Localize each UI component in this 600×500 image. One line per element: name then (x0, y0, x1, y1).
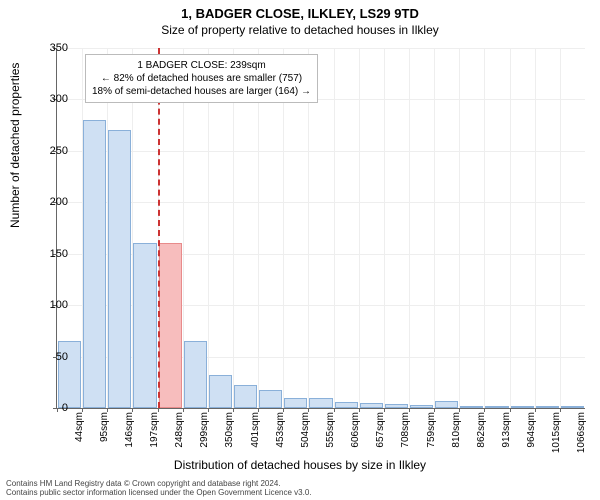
ytick-label: 50 (28, 351, 68, 363)
xtick-mark (560, 408, 561, 412)
bar (460, 406, 483, 408)
xtick-label: 606sqm (350, 412, 361, 448)
xtick-label: 95sqm (99, 412, 110, 442)
xtick-label: 913sqm (501, 412, 512, 448)
xtick-mark (484, 408, 485, 412)
xtick-label: 862sqm (476, 412, 487, 448)
bar (435, 401, 458, 408)
xtick-label: 1015sqm (551, 412, 562, 453)
xtick-label: 401sqm (250, 412, 261, 448)
gridline-vertical (484, 48, 485, 408)
bar (511, 406, 534, 408)
bar (536, 406, 559, 408)
xtick-label: 657sqm (375, 412, 386, 448)
xtick-mark (510, 408, 511, 412)
gridline-vertical (510, 48, 511, 408)
xtick-mark (434, 408, 435, 412)
bar (209, 375, 232, 408)
xtick-mark (183, 408, 184, 412)
gridline-horizontal (57, 48, 585, 49)
bar (309, 398, 332, 408)
bar (360, 403, 383, 408)
gridline-vertical (384, 48, 385, 408)
xtick-label: 810sqm (451, 412, 462, 448)
bar (410, 405, 433, 408)
bar (83, 120, 106, 408)
title-main: 1, BADGER CLOSE, ILKLEY, LS29 9TD (0, 0, 600, 21)
title-sub: Size of property relative to detached ho… (0, 21, 600, 37)
xtick-mark (82, 408, 83, 412)
xtick-label: 299sqm (199, 412, 210, 448)
xtick-label: 759sqm (426, 412, 437, 448)
xtick-mark (334, 408, 335, 412)
xtick-mark (107, 408, 108, 412)
gridline-horizontal (57, 202, 585, 203)
bar (485, 406, 508, 408)
bar (284, 398, 307, 408)
bar (234, 385, 257, 408)
xtick-mark (459, 408, 460, 412)
footer-line-2: Contains public sector information licen… (6, 488, 312, 498)
gridline-vertical (560, 48, 561, 408)
gridline-vertical (409, 48, 410, 408)
bar-highlight (159, 243, 182, 408)
xtick-mark (308, 408, 309, 412)
footer-line-1: Contains HM Land Registry data © Crown c… (6, 479, 312, 489)
xtick-mark (359, 408, 360, 412)
footer-attribution: Contains HM Land Registry data © Crown c… (6, 479, 312, 498)
xtick-label: 146sqm (124, 412, 135, 448)
xtick-mark (132, 408, 133, 412)
annotation-line-1: 1 BADGER CLOSE: 239sqm (92, 59, 311, 72)
gridline-vertical (459, 48, 460, 408)
y-axis-label: Number of detached properties (8, 63, 22, 228)
xtick-mark (283, 408, 284, 412)
bar (133, 243, 156, 408)
xtick-label: 504sqm (300, 412, 311, 448)
gridline-vertical (434, 48, 435, 408)
xtick-label: 197sqm (149, 412, 160, 448)
gridline-vertical (535, 48, 536, 408)
bar (385, 404, 408, 408)
xtick-label: 708sqm (400, 412, 411, 448)
gridline-horizontal (57, 151, 585, 152)
xtick-mark (233, 408, 234, 412)
xtick-label: 44sqm (74, 412, 85, 442)
bar (335, 402, 358, 408)
xtick-label: 248sqm (174, 412, 185, 448)
xtick-mark (258, 408, 259, 412)
x-axis-label: Distribution of detached houses by size … (0, 458, 600, 472)
gridline-vertical (334, 48, 335, 408)
annotation-line-3: 18% of semi-detached houses are larger (… (92, 85, 311, 98)
xtick-label: 555sqm (325, 412, 336, 448)
ytick-label: 150 (28, 248, 68, 260)
bar (561, 406, 584, 408)
bar (259, 390, 282, 409)
xtick-label: 1066sqm (576, 412, 587, 453)
ytick-label: 250 (28, 145, 68, 157)
ytick-label: 100 (28, 299, 68, 311)
ytick-label: 0 (28, 402, 68, 414)
xtick-mark (409, 408, 410, 412)
xtick-label: 453sqm (275, 412, 286, 448)
xtick-label: 350sqm (224, 412, 235, 448)
xtick-mark (208, 408, 209, 412)
ytick-label: 200 (28, 196, 68, 208)
xtick-mark (384, 408, 385, 412)
annotation-line-2: ← 82% of detached houses are smaller (75… (92, 72, 311, 85)
xtick-mark (158, 408, 159, 412)
ytick-label: 350 (28, 42, 68, 54)
xtick-mark (535, 408, 536, 412)
bar (108, 130, 131, 408)
bar (184, 341, 207, 408)
gridline-vertical (359, 48, 360, 408)
annotation-box: 1 BADGER CLOSE: 239sqm← 82% of detached … (85, 54, 318, 103)
xtick-label: 964sqm (526, 412, 537, 448)
plot-area: 44sqm95sqm146sqm197sqm248sqm299sqm350sqm… (56, 48, 585, 409)
ytick-label: 300 (28, 93, 68, 105)
